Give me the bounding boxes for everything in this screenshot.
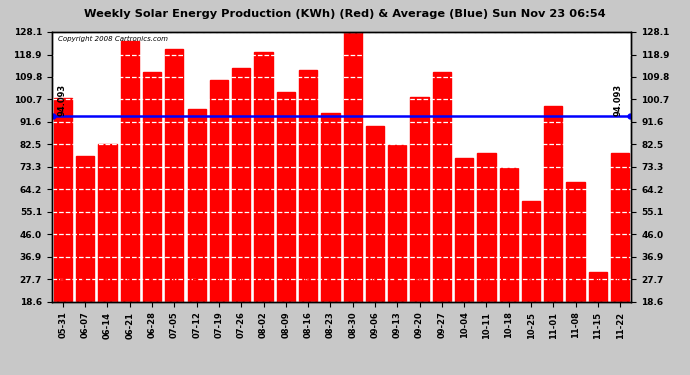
Bar xyxy=(477,153,495,302)
Text: 77.762: 77.762 xyxy=(83,272,88,294)
Bar xyxy=(322,113,339,302)
Text: 89.729: 89.729 xyxy=(373,272,377,294)
Text: 113.365: 113.365 xyxy=(239,267,244,294)
Text: 82.323: 82.323 xyxy=(395,272,400,294)
Text: 111.823: 111.823 xyxy=(150,267,155,294)
Bar xyxy=(522,201,540,302)
Text: 121.220: 121.220 xyxy=(172,268,177,294)
Bar xyxy=(255,52,273,302)
Bar xyxy=(165,49,184,302)
Bar xyxy=(299,70,317,302)
Text: 97.016: 97.016 xyxy=(194,272,199,294)
Text: 76.940: 76.940 xyxy=(462,272,466,294)
Bar xyxy=(566,182,584,302)
Text: 94.093: 94.093 xyxy=(57,84,66,116)
Text: 95.156: 95.156 xyxy=(328,272,333,294)
Text: 82.818: 82.818 xyxy=(105,272,110,294)
Bar xyxy=(232,68,250,302)
Text: Copyright 2008 Cartronics.com: Copyright 2008 Cartronics.com xyxy=(57,36,168,42)
Text: 112.712: 112.712 xyxy=(306,267,310,294)
Bar xyxy=(210,80,228,302)
Text: 78.940: 78.940 xyxy=(484,272,489,294)
Text: 101.183: 101.183 xyxy=(61,268,66,294)
Text: 78.824: 78.824 xyxy=(618,272,622,294)
Bar xyxy=(500,168,518,302)
Bar xyxy=(121,41,139,302)
Text: 101.743: 101.743 xyxy=(417,268,422,294)
Text: 59.625: 59.625 xyxy=(529,272,533,294)
Text: 30.780: 30.780 xyxy=(595,272,600,294)
Bar xyxy=(411,97,428,302)
Bar xyxy=(344,32,362,302)
Text: 103.644: 103.644 xyxy=(284,268,288,294)
Text: 128.064: 128.064 xyxy=(351,268,355,294)
Bar xyxy=(277,92,295,302)
Text: 94.093: 94.093 xyxy=(613,84,622,116)
Bar xyxy=(589,272,607,302)
Bar xyxy=(611,153,629,302)
Bar xyxy=(76,156,95,302)
Text: 124.457: 124.457 xyxy=(127,267,132,294)
Text: 67.087: 67.087 xyxy=(573,272,578,294)
Text: Weekly Solar Energy Production (KWh) (Red) & Average (Blue) Sun Nov 23 06:54: Weekly Solar Energy Production (KWh) (Re… xyxy=(84,9,606,20)
Text: 108.638: 108.638 xyxy=(217,268,221,294)
Bar xyxy=(366,126,384,302)
Bar xyxy=(433,72,451,302)
Text: 97.937: 97.937 xyxy=(551,272,556,294)
Text: 72.760: 72.760 xyxy=(506,272,511,294)
Text: 111.890: 111.890 xyxy=(440,268,444,294)
Bar xyxy=(388,145,406,302)
Bar xyxy=(544,106,562,302)
Bar xyxy=(54,98,72,302)
Bar xyxy=(455,158,473,302)
Bar xyxy=(188,108,206,302)
Text: 119.982: 119.982 xyxy=(261,268,266,294)
Bar xyxy=(99,144,117,302)
Bar xyxy=(143,72,161,302)
